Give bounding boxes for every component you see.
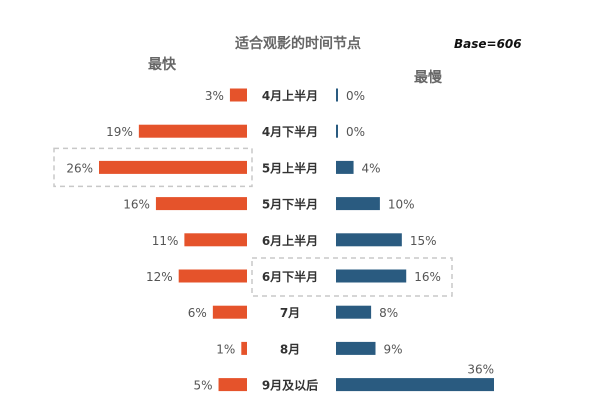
value-label-fastest: 16% [123,198,150,212]
base-label: Base=606 [454,37,522,51]
value-label-slowest: 36% [467,363,494,377]
bar-slowest [336,305,372,319]
fastest-header: 最快 [148,56,177,73]
category-label: 6月下半月 [262,269,318,284]
value-label-slowest: 16% [414,270,441,284]
category-label: 5月上半月 [262,160,318,175]
value-label-slowest: 0% [346,89,365,103]
value-label-slowest: 9% [384,342,403,356]
bar-fastest [212,305,247,319]
value-label-fastest: 11% [152,234,179,248]
category-label: 6月上半月 [262,233,318,248]
bar-fastest [184,233,247,247]
bar-fastest [241,341,247,355]
bar-slowest [336,88,338,102]
value-label-fastest: 19% [106,125,133,139]
value-label-slowest: 8% [379,306,398,320]
bar-slowest [336,233,402,247]
bar-slowest [336,160,354,174]
value-label-fastest: 1% [216,342,235,356]
bar-slowest [336,378,494,392]
bar-fastest [229,88,247,102]
value-label-slowest: 10% [388,198,415,212]
value-label-slowest: 4% [362,161,381,175]
bar-fastest [218,378,247,392]
value-label-fastest: 6% [188,306,207,320]
category-label: 4月下半月 [262,124,318,139]
highlight-box-slowest [251,257,453,297]
category-label: 8月 [280,342,300,356]
bar-slowest [336,124,338,138]
slowest-header: 最慢 [414,69,443,86]
value-label-fastest: 26% [66,161,93,175]
category-label: 5月下半月 [262,197,318,212]
category-label: 4月上半月 [262,88,318,103]
bar-slowest [336,197,380,211]
highlight-box-fastest [53,147,253,188]
value-label-fastest: 3% [205,89,224,103]
bar-fastest [155,197,247,211]
chart-title: 适合观影的时间节点 [235,35,361,52]
bar-slowest [336,269,407,283]
value-label-slowest: 15% [410,234,437,248]
category-label: 9月及以后 [262,378,318,393]
bar-fastest [99,160,247,174]
bar-fastest [138,124,247,138]
value-label-fastest: 5% [193,379,212,393]
value-label-slowest: 0% [346,125,365,139]
bar-slowest [336,341,376,355]
value-label-fastest: 12% [146,270,173,284]
bar-fastest [178,269,247,283]
category-label: 7月 [280,306,300,320]
